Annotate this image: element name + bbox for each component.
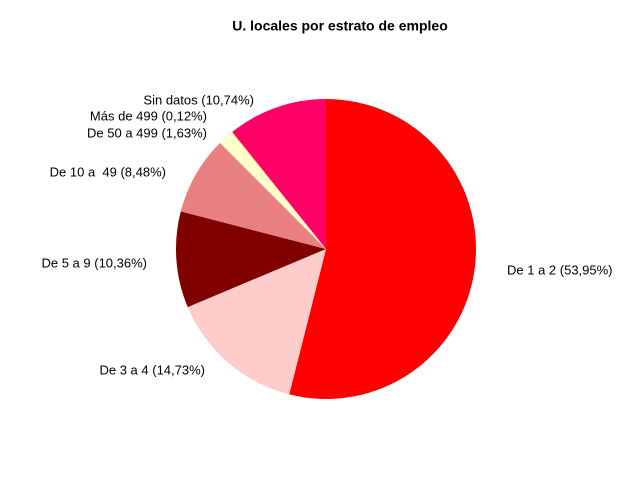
slice-label: De 10 a 49 (8,48%)	[50, 164, 166, 179]
chart-title: U. locales por estrato de empleo	[232, 18, 448, 34]
slice-label: Más de 499 (0,12%)	[90, 108, 207, 123]
slice-label: De 3 a 4 (14,73%)	[99, 362, 205, 377]
pie-slice	[231, 131, 326, 249]
slice-label: De 50 a 499 (1,63%)	[87, 125, 207, 140]
pie-slice	[187, 249, 326, 395]
pie-slice	[220, 132, 326, 249]
pie-slice	[289, 99, 477, 399]
pie-slice	[176, 211, 326, 308]
pie-slice	[180, 142, 326, 249]
slice-label: Sin datos (10,74%)	[143, 92, 254, 107]
slice-label: De 1 a 2 (53,95%)	[507, 262, 613, 277]
slice-label: De 5 a 9 (10,36%)	[41, 255, 147, 270]
pie-slice	[232, 99, 326, 249]
